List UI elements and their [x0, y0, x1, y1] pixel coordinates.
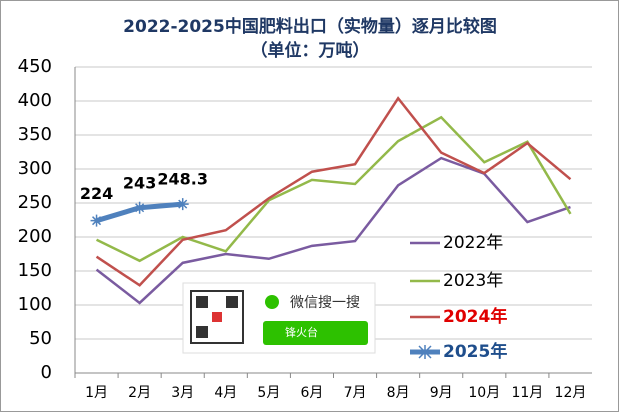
x-tick-label: 11月 [511, 385, 543, 401]
y-tick-label: 450 [18, 56, 52, 77]
y-tick-label: 150 [18, 260, 52, 281]
watermark-text: 微信搜一搜 [290, 295, 360, 311]
marker [133, 201, 146, 214]
series-line [95, 115, 572, 263]
legend-label: 2023年 [443, 271, 503, 291]
data-label: 224 [80, 184, 113, 203]
data-label: 248.3 [157, 170, 208, 189]
x-tick-label: 2月 [128, 385, 151, 401]
x-tick-label: 8月 [387, 385, 410, 401]
y-tick-label: 400 [18, 90, 52, 111]
data-label: 243 [123, 173, 156, 192]
plot: 0 50 100 150 200 250 300 350 400 450 1月 2月 3月 4月 5月 6月 7… [18, 56, 592, 401]
x-tick-label: 12月 [555, 385, 587, 401]
legend-label: 2025年 [443, 341, 507, 362]
series-line [95, 156, 571, 305]
legend-label: 2022年 [443, 233, 503, 253]
search-box [263, 321, 368, 345]
y-tick-label: 100 [18, 294, 52, 315]
qr-corner [226, 296, 238, 308]
x-tick-label: 10月 [468, 385, 500, 401]
x-tick-label: 6月 [300, 385, 323, 401]
legend-label: 2024年 [443, 306, 507, 327]
qr-corner [196, 296, 208, 308]
watermark: 微信搜一搜 锋火台 [182, 282, 376, 354]
x-tick-label: 9月 [430, 385, 453, 401]
y-tick-label: 350 [18, 124, 52, 145]
marker [90, 214, 103, 227]
y-tick-label: 250 [18, 192, 52, 213]
x-tick-label: 5月 [257, 385, 280, 401]
x-tick-label: 4月 [214, 385, 237, 401]
series-line [95, 96, 572, 287]
y-tick-label: 50 [29, 328, 52, 349]
y-tick-label: 200 [18, 226, 52, 247]
y-tick-label: 0 [41, 362, 52, 383]
wechat-icon [265, 295, 279, 309]
qr-center [212, 312, 222, 322]
x-tick-label: 3月 [171, 385, 194, 401]
legend-marker [418, 345, 432, 359]
qr-corner [196, 326, 208, 338]
chart-title: 2022-2025中国肥料出口（实物量）逐月比较图 [123, 16, 497, 37]
marker [176, 198, 189, 211]
x-tick-label: 1月 [85, 385, 108, 401]
search-text: 锋火台 [285, 325, 318, 339]
chart-subtitle: （单位：万吨） [251, 40, 370, 61]
y-tick-label: 300 [18, 158, 52, 179]
x-tick-label: 7月 [344, 385, 367, 401]
